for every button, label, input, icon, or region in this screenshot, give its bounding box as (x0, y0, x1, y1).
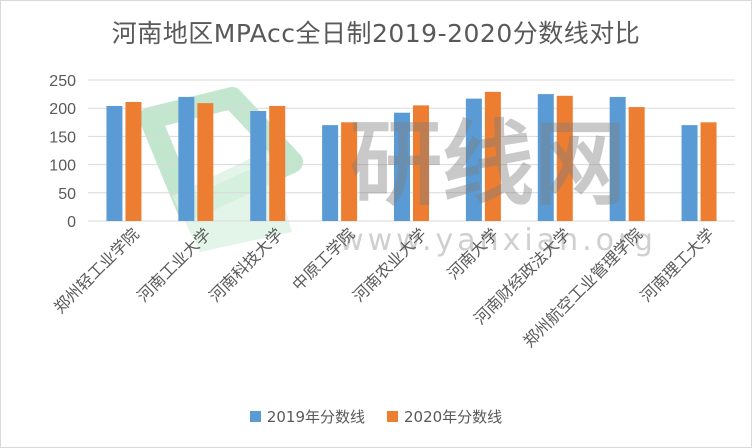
bar-2020 (197, 103, 214, 221)
x-tick-label: 中原工学院 (288, 224, 358, 294)
bar-2019 (106, 105, 123, 221)
y-tick-label: 50 (58, 186, 76, 203)
bar-2020 (125, 101, 142, 221)
watermark: 研线网 www.yanxian.org (339, 111, 657, 258)
bar-2020 (269, 105, 286, 221)
legend-swatch-2020 (387, 411, 398, 422)
bar-2020 (628, 107, 645, 221)
legend: 2019年分数线 2020年分数线 (0, 406, 752, 427)
bar-2020 (413, 105, 429, 221)
x-tick-label: 郑州轻工业学院 (50, 224, 143, 317)
bar-2020 (700, 122, 717, 221)
legend-item-2019: 2019年分数线 (249, 406, 365, 427)
bar-2019 (465, 98, 482, 221)
bar-2019 (609, 96, 626, 221)
x-tick-label: 河南工业大学 (133, 224, 214, 305)
grid-lines (88, 79, 735, 222)
bar-2020 (341, 122, 358, 221)
legend-label-2019: 2019年分数线 (266, 408, 365, 426)
watermark-text: 研线网 (350, 111, 626, 218)
bar-2019 (250, 111, 267, 221)
y-axis-ticks: 0 50 100 150 200 250 (49, 73, 76, 231)
bar-2020 (484, 91, 501, 222)
bars-group (106, 91, 717, 222)
y-tick-label: 100 (49, 158, 76, 175)
bar-2019 (537, 94, 554, 221)
legend-swatch-2019 (249, 411, 261, 422)
y-tick-label: 0 (67, 214, 76, 231)
bar-2019 (394, 112, 410, 221)
watermark-url: www.yanxian.org (339, 223, 657, 258)
chart-title: 河南地区MPAcc全日制2019-2020分数线对比 (111, 19, 641, 48)
y-tick-label: 200 (49, 101, 76, 118)
legend-label-2020: 2020年分数线 (404, 408, 503, 426)
bar-2019 (322, 125, 339, 221)
bar-2020 (556, 95, 573, 221)
y-tick-label: 250 (49, 73, 76, 90)
y-tick-label: 150 (49, 129, 76, 146)
legend-item-2020: 2020年分数线 (387, 406, 502, 427)
bar-2019 (681, 125, 698, 221)
bar-2019 (178, 96, 195, 221)
